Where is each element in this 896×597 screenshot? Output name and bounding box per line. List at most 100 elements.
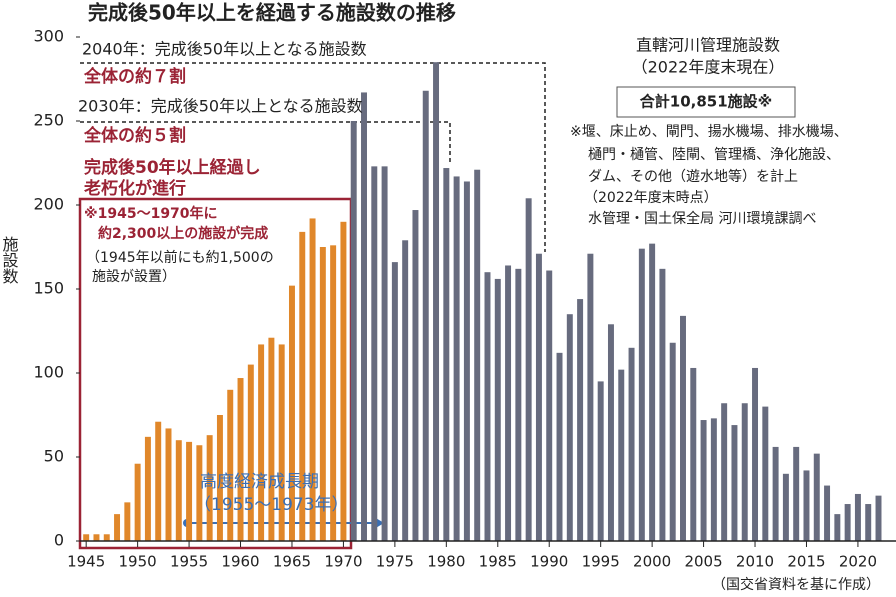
bar — [546, 270, 553, 541]
note: 水管理・国土保全局 河川環境課調べ — [588, 210, 816, 227]
annotation: （1945年以前にも約1,500の — [86, 249, 274, 266]
annotation: 2040年：完成後50年以上となる施設数 — [82, 40, 367, 59]
note: ※堰、床止め、閘門、揚水機場、排水機場、 — [570, 123, 848, 140]
bar — [319, 247, 326, 541]
annotation: 老朽化が進行 — [83, 178, 186, 199]
bar — [782, 473, 789, 541]
bar — [803, 470, 810, 541]
bar — [844, 504, 851, 541]
bar — [875, 495, 882, 541]
bar — [587, 253, 594, 541]
dashed-line-2040 — [80, 62, 546, 252]
x-tick-label: 1990 — [530, 553, 568, 571]
bar — [752, 367, 759, 541]
bar — [268, 337, 275, 541]
bar — [597, 381, 604, 541]
bar — [155, 421, 162, 541]
bar — [628, 347, 635, 541]
bar — [649, 243, 656, 541]
bar — [433, 62, 440, 541]
bar — [731, 425, 738, 541]
y-tick-label: 200 — [33, 195, 64, 214]
note: （2022年度末時点） — [584, 190, 718, 206]
bar — [453, 176, 460, 541]
y-axis-label: 施設数 — [0, 236, 19, 284]
bar — [422, 90, 429, 541]
annotation: 高度経済成長期 — [200, 472, 319, 492]
annotation: （2022年度末現在） — [632, 58, 785, 77]
annotation: （1955～1973年） — [194, 495, 349, 515]
bar — [340, 221, 347, 542]
annotation: 施設が設置） — [92, 269, 176, 285]
annotation: ※1945～1970年に — [84, 205, 218, 222]
bar — [258, 344, 265, 541]
bar — [577, 299, 584, 541]
bar — [93, 534, 100, 541]
x-tick-label: 1975 — [376, 553, 414, 571]
bar — [772, 446, 779, 541]
annotation: 完成後50年以上経過し — [84, 157, 261, 178]
x-tick-label: 2005 — [684, 553, 722, 571]
chart-title: 完成後50年以上を経過する施設数の推移 — [88, 1, 456, 25]
bar — [144, 436, 151, 541]
bar — [299, 231, 306, 541]
y-tick-label: 150 — [33, 279, 64, 298]
x-tick-label: 1970 — [324, 553, 362, 571]
bar — [854, 493, 861, 541]
x-tick-label: 1995 — [582, 553, 620, 571]
note: 樋門・樋管、陸閘、管理橋、浄化施設、 — [588, 147, 840, 163]
annotation: 全体の約７割 — [83, 66, 186, 87]
bar — [690, 367, 697, 541]
bar — [237, 378, 244, 541]
bar — [638, 248, 645, 541]
bar — [741, 403, 748, 541]
x-tick-label: 2000 — [633, 553, 671, 571]
bar — [412, 210, 419, 542]
bar — [813, 453, 820, 541]
bar — [474, 169, 481, 541]
x-tick-label: 2020 — [839, 553, 877, 571]
x-tick-label: 1945 — [67, 553, 105, 571]
x-tick-label: 1955 — [170, 553, 208, 571]
annotation: 2030年：完成後50年以上となる施設数 — [78, 97, 363, 116]
bar — [288, 285, 295, 541]
bar — [124, 502, 131, 541]
bar — [762, 406, 769, 541]
bar — [535, 253, 542, 541]
bar — [618, 369, 625, 541]
bar — [515, 268, 522, 541]
bar — [721, 403, 728, 541]
bar — [824, 485, 831, 541]
bar — [371, 166, 378, 542]
bar — [381, 166, 388, 542]
bar — [227, 389, 234, 541]
annotation: 全体の約５割 — [83, 125, 186, 146]
annotation: 合計10,851施設※ — [639, 93, 772, 111]
bar — [206, 435, 213, 541]
bar — [402, 240, 409, 541]
bar — [165, 428, 172, 541]
x-tick-label: 1960 — [221, 553, 259, 571]
bar — [103, 534, 110, 541]
bar — [700, 420, 707, 541]
x-tick-label: 1985 — [479, 553, 517, 571]
bar — [607, 324, 614, 541]
annotation-lines — [80, 62, 546, 252]
annotation: 約2,300以上の施設が完成 — [98, 225, 268, 242]
bar — [525, 198, 532, 541]
bar — [793, 446, 800, 541]
source: （国交省資料を基に作成） — [712, 576, 880, 593]
y-tick-label: 100 — [33, 363, 64, 382]
bar — [680, 315, 686, 541]
x-tick-label: 1950 — [119, 553, 157, 571]
bar — [134, 463, 141, 541]
bar — [463, 181, 470, 542]
bar — [247, 364, 254, 541]
y-tick-label: 0 — [54, 531, 64, 550]
bar — [216, 415, 223, 541]
bar — [710, 418, 717, 541]
annotation: 直轄河川管理施設数 — [636, 36, 780, 55]
bar — [83, 534, 90, 541]
bar — [391, 262, 398, 541]
